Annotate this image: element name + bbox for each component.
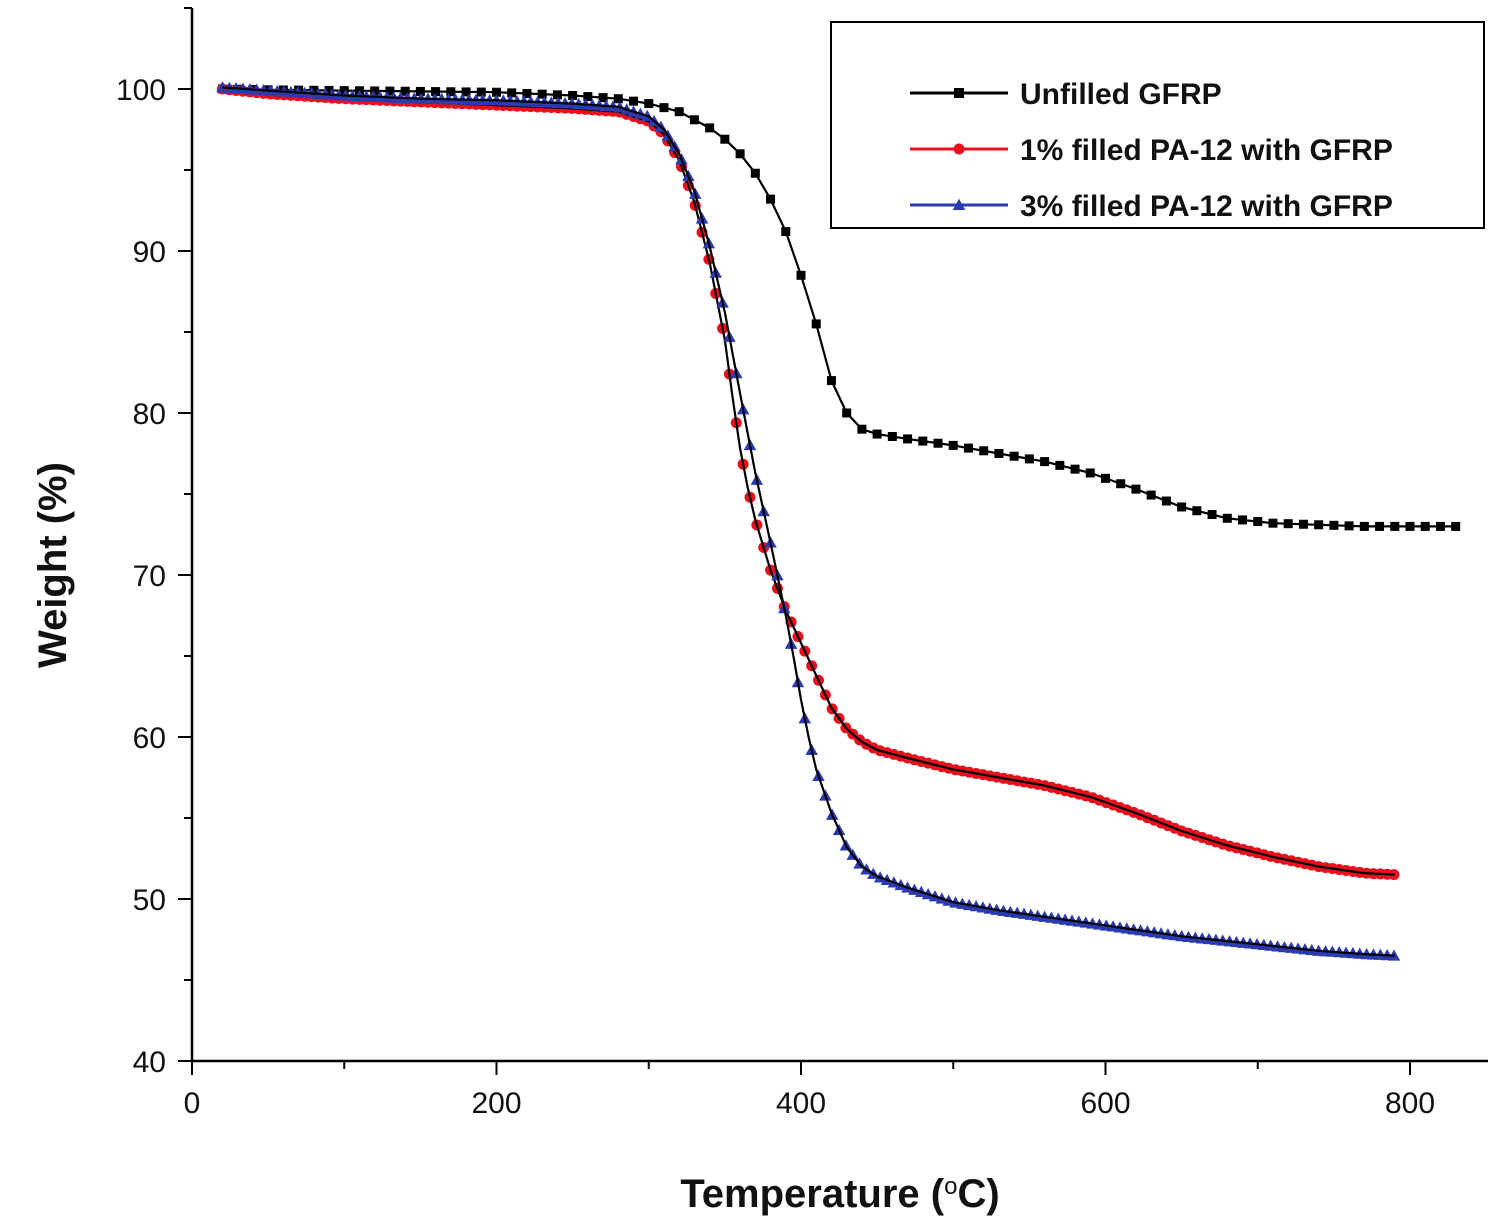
x-axis-title-unit: C)	[957, 1172, 999, 1216]
degree-symbol: o	[944, 1173, 957, 1200]
series-layer	[216, 81, 1461, 961]
legend-label: 3% filled PA-12 with GFRP	[1020, 190, 1393, 223]
axis-labels: Temperature (oC) Weight (%)	[31, 462, 1000, 1216]
x-axis-title: Temperature (oC)	[680, 1172, 999, 1216]
y-tick-label: 50	[133, 884, 166, 917]
legend-item: Unfilled GFRP	[910, 78, 1222, 111]
y-tick-label: 40	[133, 1046, 166, 1079]
y-tick-label: 70	[133, 560, 166, 593]
legend-item: 1% filled PA-12 with GFRP	[910, 134, 1393, 167]
x-tick-label: 600	[1080, 1087, 1130, 1120]
axes: 0 200 400 600 800 40 50 60 70 80 90 100	[116, 7, 1488, 1120]
x-tick-label: 800	[1385, 1087, 1435, 1120]
legend-item: 3% filled PA-12 with GFRP	[910, 190, 1393, 223]
legend-marker	[954, 88, 964, 98]
series-line	[222, 86, 1395, 957]
legend-label: Unfilled GFRP	[1020, 78, 1222, 111]
y-tick-label: 80	[133, 398, 166, 431]
x-axis-title-main: Temperature (	[680, 1172, 944, 1216]
legend-marker	[953, 143, 965, 155]
y-tick-label: 100	[116, 74, 166, 107]
y-tick-label: 90	[133, 236, 166, 269]
legend-marker	[952, 198, 966, 210]
series-pa12-3pct	[216, 81, 1401, 961]
x-tick-label: 400	[776, 1087, 826, 1120]
series-line	[222, 87, 1456, 528]
legend: Unfilled GFRP 1% filled PA-12 with GFRP 3%…	[830, 21, 1485, 229]
y-tick-label: 60	[133, 722, 166, 755]
y-axis-title: Weight (%)	[31, 462, 75, 668]
x-tick-label: 0	[184, 1087, 201, 1120]
x-tick-label: 200	[471, 1087, 521, 1120]
legend-label: 1% filled PA-12 with GFRP	[1020, 134, 1393, 167]
legend-box	[830, 21, 1485, 229]
